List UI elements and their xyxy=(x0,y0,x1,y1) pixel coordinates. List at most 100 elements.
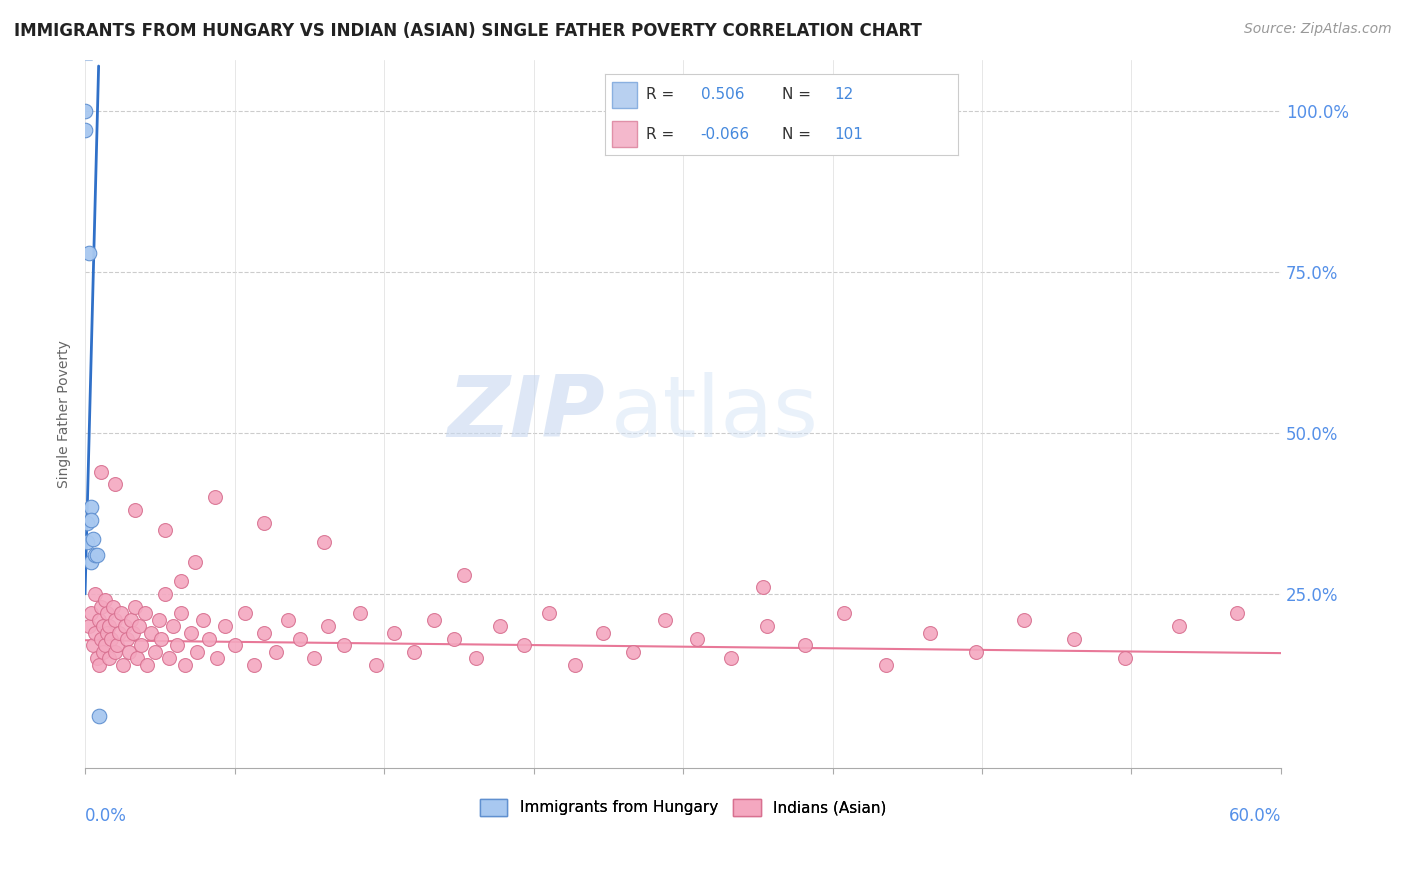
Point xyxy=(149,632,172,646)
Point xyxy=(186,645,208,659)
Point xyxy=(316,619,339,633)
Point xyxy=(90,465,112,479)
Point xyxy=(139,625,162,640)
Point xyxy=(96,606,118,620)
Point xyxy=(75,104,97,119)
Point xyxy=(87,709,110,723)
Point xyxy=(118,645,141,659)
Point xyxy=(82,532,104,546)
Point xyxy=(129,639,152,653)
Point xyxy=(654,613,676,627)
Point xyxy=(349,606,371,620)
Point xyxy=(77,619,100,633)
Point xyxy=(91,645,114,659)
Point xyxy=(100,632,122,646)
Point xyxy=(80,513,103,527)
Point xyxy=(120,613,142,627)
Point xyxy=(84,587,107,601)
Point xyxy=(191,613,214,627)
Point xyxy=(233,606,256,620)
Point xyxy=(91,619,114,633)
Point xyxy=(101,599,124,614)
Point xyxy=(197,632,219,646)
Point xyxy=(214,619,236,633)
Point xyxy=(90,632,112,646)
Legend: Immigrants from Hungary, Indians (Asian): Immigrants from Hungary, Indians (Asian) xyxy=(472,791,894,824)
Point xyxy=(875,657,897,672)
Point xyxy=(80,500,103,514)
Point xyxy=(512,639,534,653)
Point xyxy=(111,657,134,672)
Point xyxy=(793,639,815,653)
Point xyxy=(253,625,276,640)
Point xyxy=(720,651,742,665)
Point xyxy=(1063,632,1085,646)
Point xyxy=(87,657,110,672)
Point xyxy=(686,632,709,646)
Point xyxy=(122,625,145,640)
Point xyxy=(77,245,100,260)
Point xyxy=(443,632,465,646)
Point xyxy=(75,123,97,137)
Point xyxy=(592,625,614,640)
Point xyxy=(90,599,112,614)
Point xyxy=(135,657,157,672)
Point xyxy=(76,516,98,530)
Point xyxy=(266,645,288,659)
Point xyxy=(1114,651,1136,665)
Y-axis label: Single Father Poverty: Single Father Poverty xyxy=(58,340,72,488)
Point xyxy=(364,657,387,672)
Point xyxy=(166,639,188,653)
Point xyxy=(125,651,148,665)
Point xyxy=(153,587,176,601)
Point xyxy=(82,639,104,653)
Point xyxy=(162,619,184,633)
Point xyxy=(134,606,156,620)
Point xyxy=(402,645,425,659)
Text: Source: ZipAtlas.com: Source: ZipAtlas.com xyxy=(1244,22,1392,37)
Point xyxy=(965,645,987,659)
Text: IMMIGRANTS FROM HUNGARY VS INDIAN (ASIAN) SINGLE FATHER POVERTY CORRELATION CHAR: IMMIGRANTS FROM HUNGARY VS INDIAN (ASIAN… xyxy=(14,22,922,40)
Point xyxy=(304,651,326,665)
Point xyxy=(76,535,98,549)
Point xyxy=(834,606,856,620)
Point xyxy=(86,651,108,665)
Point xyxy=(98,651,121,665)
Point xyxy=(143,645,166,659)
Point xyxy=(170,574,193,588)
Point xyxy=(464,651,486,665)
Point xyxy=(86,549,108,563)
Point xyxy=(104,613,127,627)
Point xyxy=(128,619,150,633)
Point xyxy=(180,625,202,640)
Point xyxy=(114,619,136,633)
Point xyxy=(920,625,942,640)
Point xyxy=(488,619,510,633)
Point xyxy=(80,555,103,569)
Point xyxy=(110,606,132,620)
Point xyxy=(124,599,146,614)
Text: ZIP: ZIP xyxy=(447,372,605,455)
Text: 0.0%: 0.0% xyxy=(86,806,127,824)
Point xyxy=(104,477,127,491)
Point xyxy=(314,535,336,549)
Point xyxy=(84,549,107,563)
Point xyxy=(94,639,117,653)
Point xyxy=(105,639,128,653)
Point xyxy=(277,613,299,627)
Point xyxy=(423,613,446,627)
Point xyxy=(224,639,246,653)
Point xyxy=(108,625,131,640)
Point xyxy=(453,567,475,582)
Point xyxy=(564,657,586,672)
Point xyxy=(205,651,228,665)
Text: atlas: atlas xyxy=(612,372,820,455)
Point xyxy=(538,606,561,620)
Point xyxy=(333,639,356,653)
Point xyxy=(124,503,146,517)
Point xyxy=(104,645,127,659)
Point xyxy=(1012,613,1035,627)
Point xyxy=(204,491,226,505)
Point xyxy=(84,625,107,640)
Point xyxy=(290,632,312,646)
